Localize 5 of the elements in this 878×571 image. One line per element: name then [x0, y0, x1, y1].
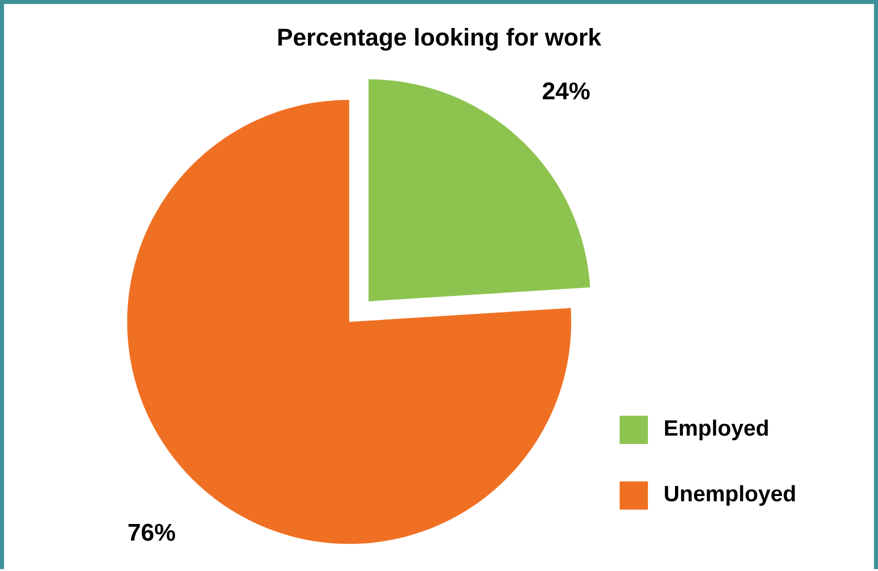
- chart-title: Percentage looking for work: [278, 28, 602, 51]
- data-label: 24%: [542, 82, 590, 100]
- legend-label: Unemployed: [664, 485, 795, 506]
- data-label: 76%: [128, 524, 176, 541]
- legend-label: Employed: [665, 419, 768, 440]
